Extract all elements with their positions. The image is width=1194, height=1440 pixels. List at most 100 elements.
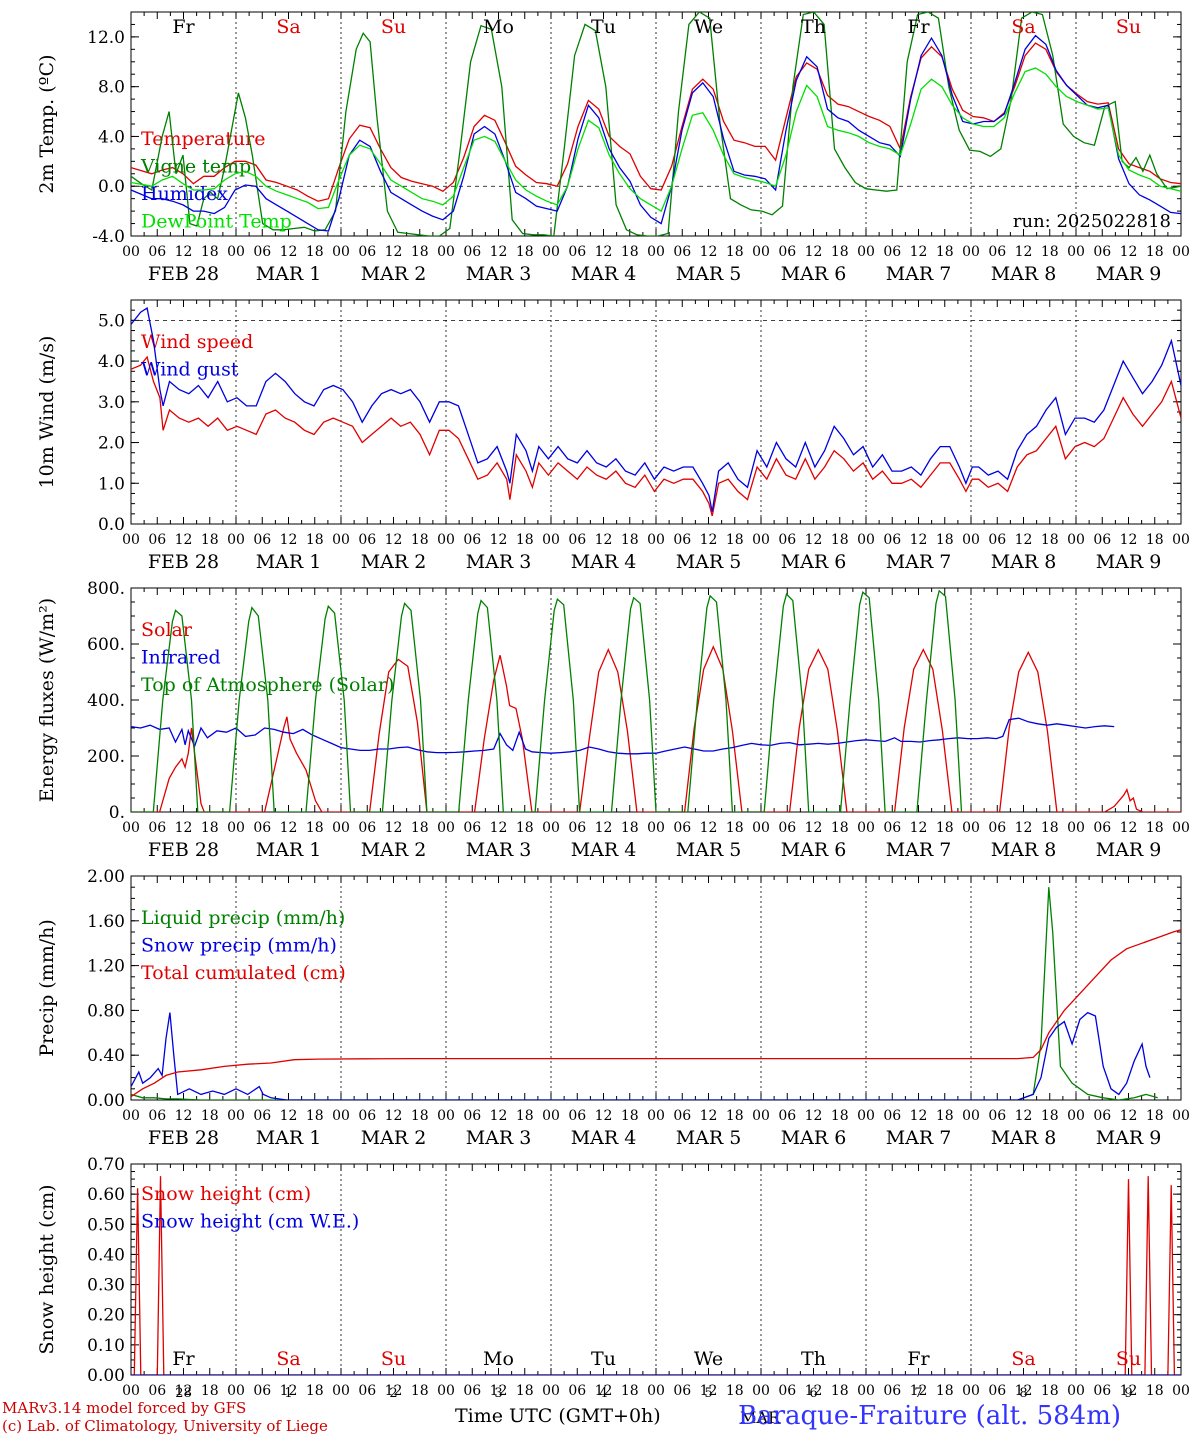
x-hour-label: 12 <box>910 820 928 836</box>
x-hour-label: 12 <box>490 1383 508 1399</box>
date-number-label: 9 <box>1124 1386 1132 1401</box>
y-axis-label: 10m Wind (m/s) <box>36 336 58 489</box>
x-hour-label: 18 <box>936 532 954 548</box>
x-hour-label: 00 <box>752 1108 770 1124</box>
x-hour-label: 12 <box>910 1383 928 1399</box>
x-hour-label: 00 <box>227 244 245 260</box>
x-hour-label: 12 <box>280 1383 298 1399</box>
y-tick-label: 0.0 <box>98 515 125 535</box>
x-hour-label: 00 <box>857 244 875 260</box>
x-hour-label: 06 <box>148 1383 166 1399</box>
x-hour-label: 18 <box>201 244 219 260</box>
x-date-label: MAR 8 <box>991 839 1057 861</box>
x-hour-label: 12 <box>1120 532 1138 548</box>
y-tick-label: 12.0 <box>87 28 125 48</box>
x-date-label: FEB 28 <box>148 1127 219 1149</box>
x-hour-label: 00 <box>1067 1108 1085 1124</box>
x-hour-label: 00 <box>332 244 350 260</box>
x-date-label: MAR 7 <box>886 839 952 861</box>
x-hour-label: 06 <box>778 532 796 548</box>
y-tick-label: 0.30 <box>87 1276 125 1296</box>
x-hour-label: 18 <box>726 1108 744 1124</box>
x-hour-label: 12 <box>595 1108 613 1124</box>
series-line-top-of-atmosphere-solar- <box>131 589 963 812</box>
x-hour-label: 06 <box>1093 1108 1111 1124</box>
x-date-label: MAR 1 <box>256 839 322 861</box>
date-number-label: 2 <box>389 1386 397 1401</box>
run-label: run: 2025022818 <box>1013 211 1171 232</box>
x-date-label: MAR 4 <box>571 839 637 861</box>
x-hour-label: 12 <box>490 1108 508 1124</box>
day-of-week-label: Tu <box>591 1348 616 1370</box>
x-hour-label: 18 <box>726 1383 744 1399</box>
y-tick-label: 0.50 <box>87 1215 125 1235</box>
x-hour-label: 12 <box>385 820 403 836</box>
x-hour-label: 06 <box>568 244 586 260</box>
x-hour-label: 06 <box>358 244 376 260</box>
x-hour-label: 18 <box>306 244 324 260</box>
y-axis-label: Snow height (cm) <box>36 1184 58 1354</box>
x-hour-label: 18 <box>306 820 324 836</box>
x-hour-label: 06 <box>253 244 271 260</box>
x-hour-label: 06 <box>673 244 691 260</box>
date-number-label: 7 <box>914 1386 922 1401</box>
y-tick-label: 600. <box>87 635 125 655</box>
day-of-week-label: Fr <box>907 16 930 38</box>
x-hour-label: 00 <box>857 820 875 836</box>
x-hour-label: 00 <box>227 820 245 836</box>
series-line-wind-speed <box>131 355 1181 517</box>
x-hour-label: 18 <box>1146 1383 1164 1399</box>
date-number-label: 5 <box>704 1386 712 1401</box>
x-hour-label: 18 <box>411 1383 429 1399</box>
x-hour-label: 00 <box>1172 244 1190 260</box>
x-date-label: MAR 3 <box>466 1127 532 1149</box>
x-hour-label: 06 <box>988 532 1006 548</box>
legend-entry: DewPoint Temp <box>141 211 292 233</box>
x-hour-label: 06 <box>988 1108 1006 1124</box>
x-hour-label: 18 <box>516 244 534 260</box>
x-hour-label: 00 <box>752 532 770 548</box>
x-hour-label: 00 <box>857 532 875 548</box>
x-hour-label: 12 <box>700 532 718 548</box>
day-of-week-label: Sa <box>1011 1348 1035 1370</box>
x-hour-label: 00 <box>122 244 140 260</box>
x-hour-label: 18 <box>621 244 639 260</box>
x-hour-label: 06 <box>148 1108 166 1124</box>
x-hour-label: 12 <box>175 532 193 548</box>
y-axis-label: 2m Temp. (ºC) <box>36 54 58 193</box>
date-number-label: 3 <box>494 1386 502 1401</box>
x-hour-label: 12 <box>595 820 613 836</box>
x-hour-label: 18 <box>1041 1383 1059 1399</box>
y-tick-label: 200. <box>87 747 125 767</box>
x-hour-label: 06 <box>883 532 901 548</box>
x-hour-label: 06 <box>568 532 586 548</box>
x-hour-label: 00 <box>332 1108 350 1124</box>
x-hour-label: 00 <box>122 1108 140 1124</box>
x-date-label: MAR 9 <box>1096 551 1162 573</box>
x-hour-label: 12 <box>910 532 928 548</box>
legend-entry: Snow height (cm W.E.) <box>141 1211 359 1233</box>
x-hour-label: 12 <box>175 244 193 260</box>
y-tick-label: 1.0 <box>98 474 125 494</box>
x-date-label: MAR 5 <box>676 839 742 861</box>
x-hour-label: 00 <box>1172 532 1190 548</box>
x-hour-label: 18 <box>726 532 744 548</box>
x-hour-label: 06 <box>568 820 586 836</box>
y-tick-label: 5.0 <box>98 311 125 331</box>
y-tick-label: 0.60 <box>87 1185 125 1205</box>
x-hour-label: 12 <box>1015 532 1033 548</box>
y-tick-label: 4.0 <box>98 352 125 372</box>
x-hour-label: 12 <box>385 532 403 548</box>
x-hour-label: 18 <box>411 820 429 836</box>
x-hour-label: 06 <box>883 820 901 836</box>
x-hour-label: 18 <box>621 820 639 836</box>
legend-entry: Wind speed <box>141 331 253 353</box>
x-hour-label: 12 <box>1015 1383 1033 1399</box>
x-hour-label: 00 <box>1067 532 1085 548</box>
x-hour-label: 12 <box>280 1108 298 1124</box>
x-hour-label: 00 <box>1172 1108 1190 1124</box>
x-hour-label: 12 <box>490 532 508 548</box>
x-hour-label: 00 <box>962 532 980 548</box>
x-hour-label: 12 <box>175 1108 193 1124</box>
